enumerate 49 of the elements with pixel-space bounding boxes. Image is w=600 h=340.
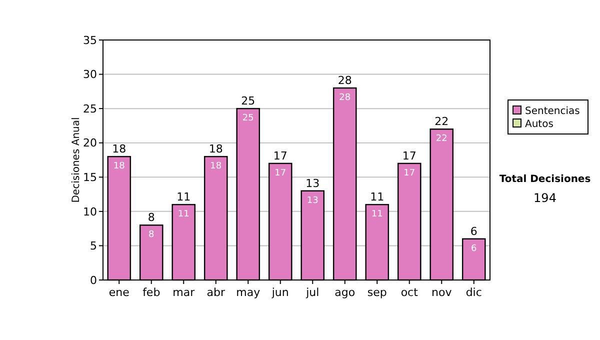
total-label: 8 [148, 211, 155, 224]
data-label: 18 [210, 162, 222, 172]
total-label: 28 [338, 74, 352, 87]
total-label: 6 [470, 224, 478, 238]
data-label: 22 [436, 134, 448, 144]
y-tick-label: 0 [90, 274, 97, 287]
y-tick-label: 25 [83, 102, 97, 116]
data-label: 11 [371, 210, 383, 220]
data-label: 17 [404, 168, 416, 178]
x-tick-label: dic [466, 286, 482, 299]
total-label: 18 [208, 142, 223, 156]
total-label: 18 [112, 142, 126, 156]
data-label: 6 [471, 244, 478, 254]
total-label: 25 [241, 94, 256, 108]
data-label: 28 [339, 93, 351, 103]
x-tick-label: may [236, 286, 261, 299]
x-tick-label: jul [305, 286, 320, 299]
data-label: 18 [113, 162, 126, 172]
y-tick-label: 5 [90, 240, 97, 253]
x-tick-label: feb [142, 286, 160, 299]
total-label: 11 [370, 190, 384, 204]
x-tick-label: oct [400, 286, 419, 299]
y-axis-title: Decisiones Anual [71, 117, 82, 203]
x-tick-label: jun [270, 286, 289, 299]
x-tick-label: ene [108, 286, 130, 299]
x-tick-label: nov [432, 286, 452, 299]
total-label: 13 [306, 176, 320, 190]
y-tick-label: 15 [83, 170, 97, 184]
x-tick-label: sep [367, 286, 387, 299]
x-tick-label: abr [206, 286, 226, 299]
y-tick-label: 30 [83, 68, 97, 82]
y-tick-label: 35 [83, 34, 97, 47]
text: 194 [534, 191, 556, 205]
text: Total Decisiones [499, 174, 591, 185]
x-tick-label: mar [172, 286, 196, 299]
y-tick-label: 20 [83, 136, 97, 150]
data-label: 11 [178, 210, 190, 220]
x-tick-label: ago [334, 286, 356, 299]
data-label: 17 [274, 168, 286, 178]
legend-label: Autos [525, 119, 554, 130]
data-label: 25 [242, 114, 254, 124]
legend-label: Sentencias [525, 106, 580, 117]
y-tick-label: 10 [83, 205, 97, 218]
total-label: 17 [273, 149, 288, 162]
data-label: 13 [306, 196, 318, 206]
data-label: 8 [148, 230, 155, 240]
total-label: 17 [402, 149, 416, 162]
total-label: 11 [176, 190, 191, 204]
total-label: 22 [434, 115, 449, 128]
